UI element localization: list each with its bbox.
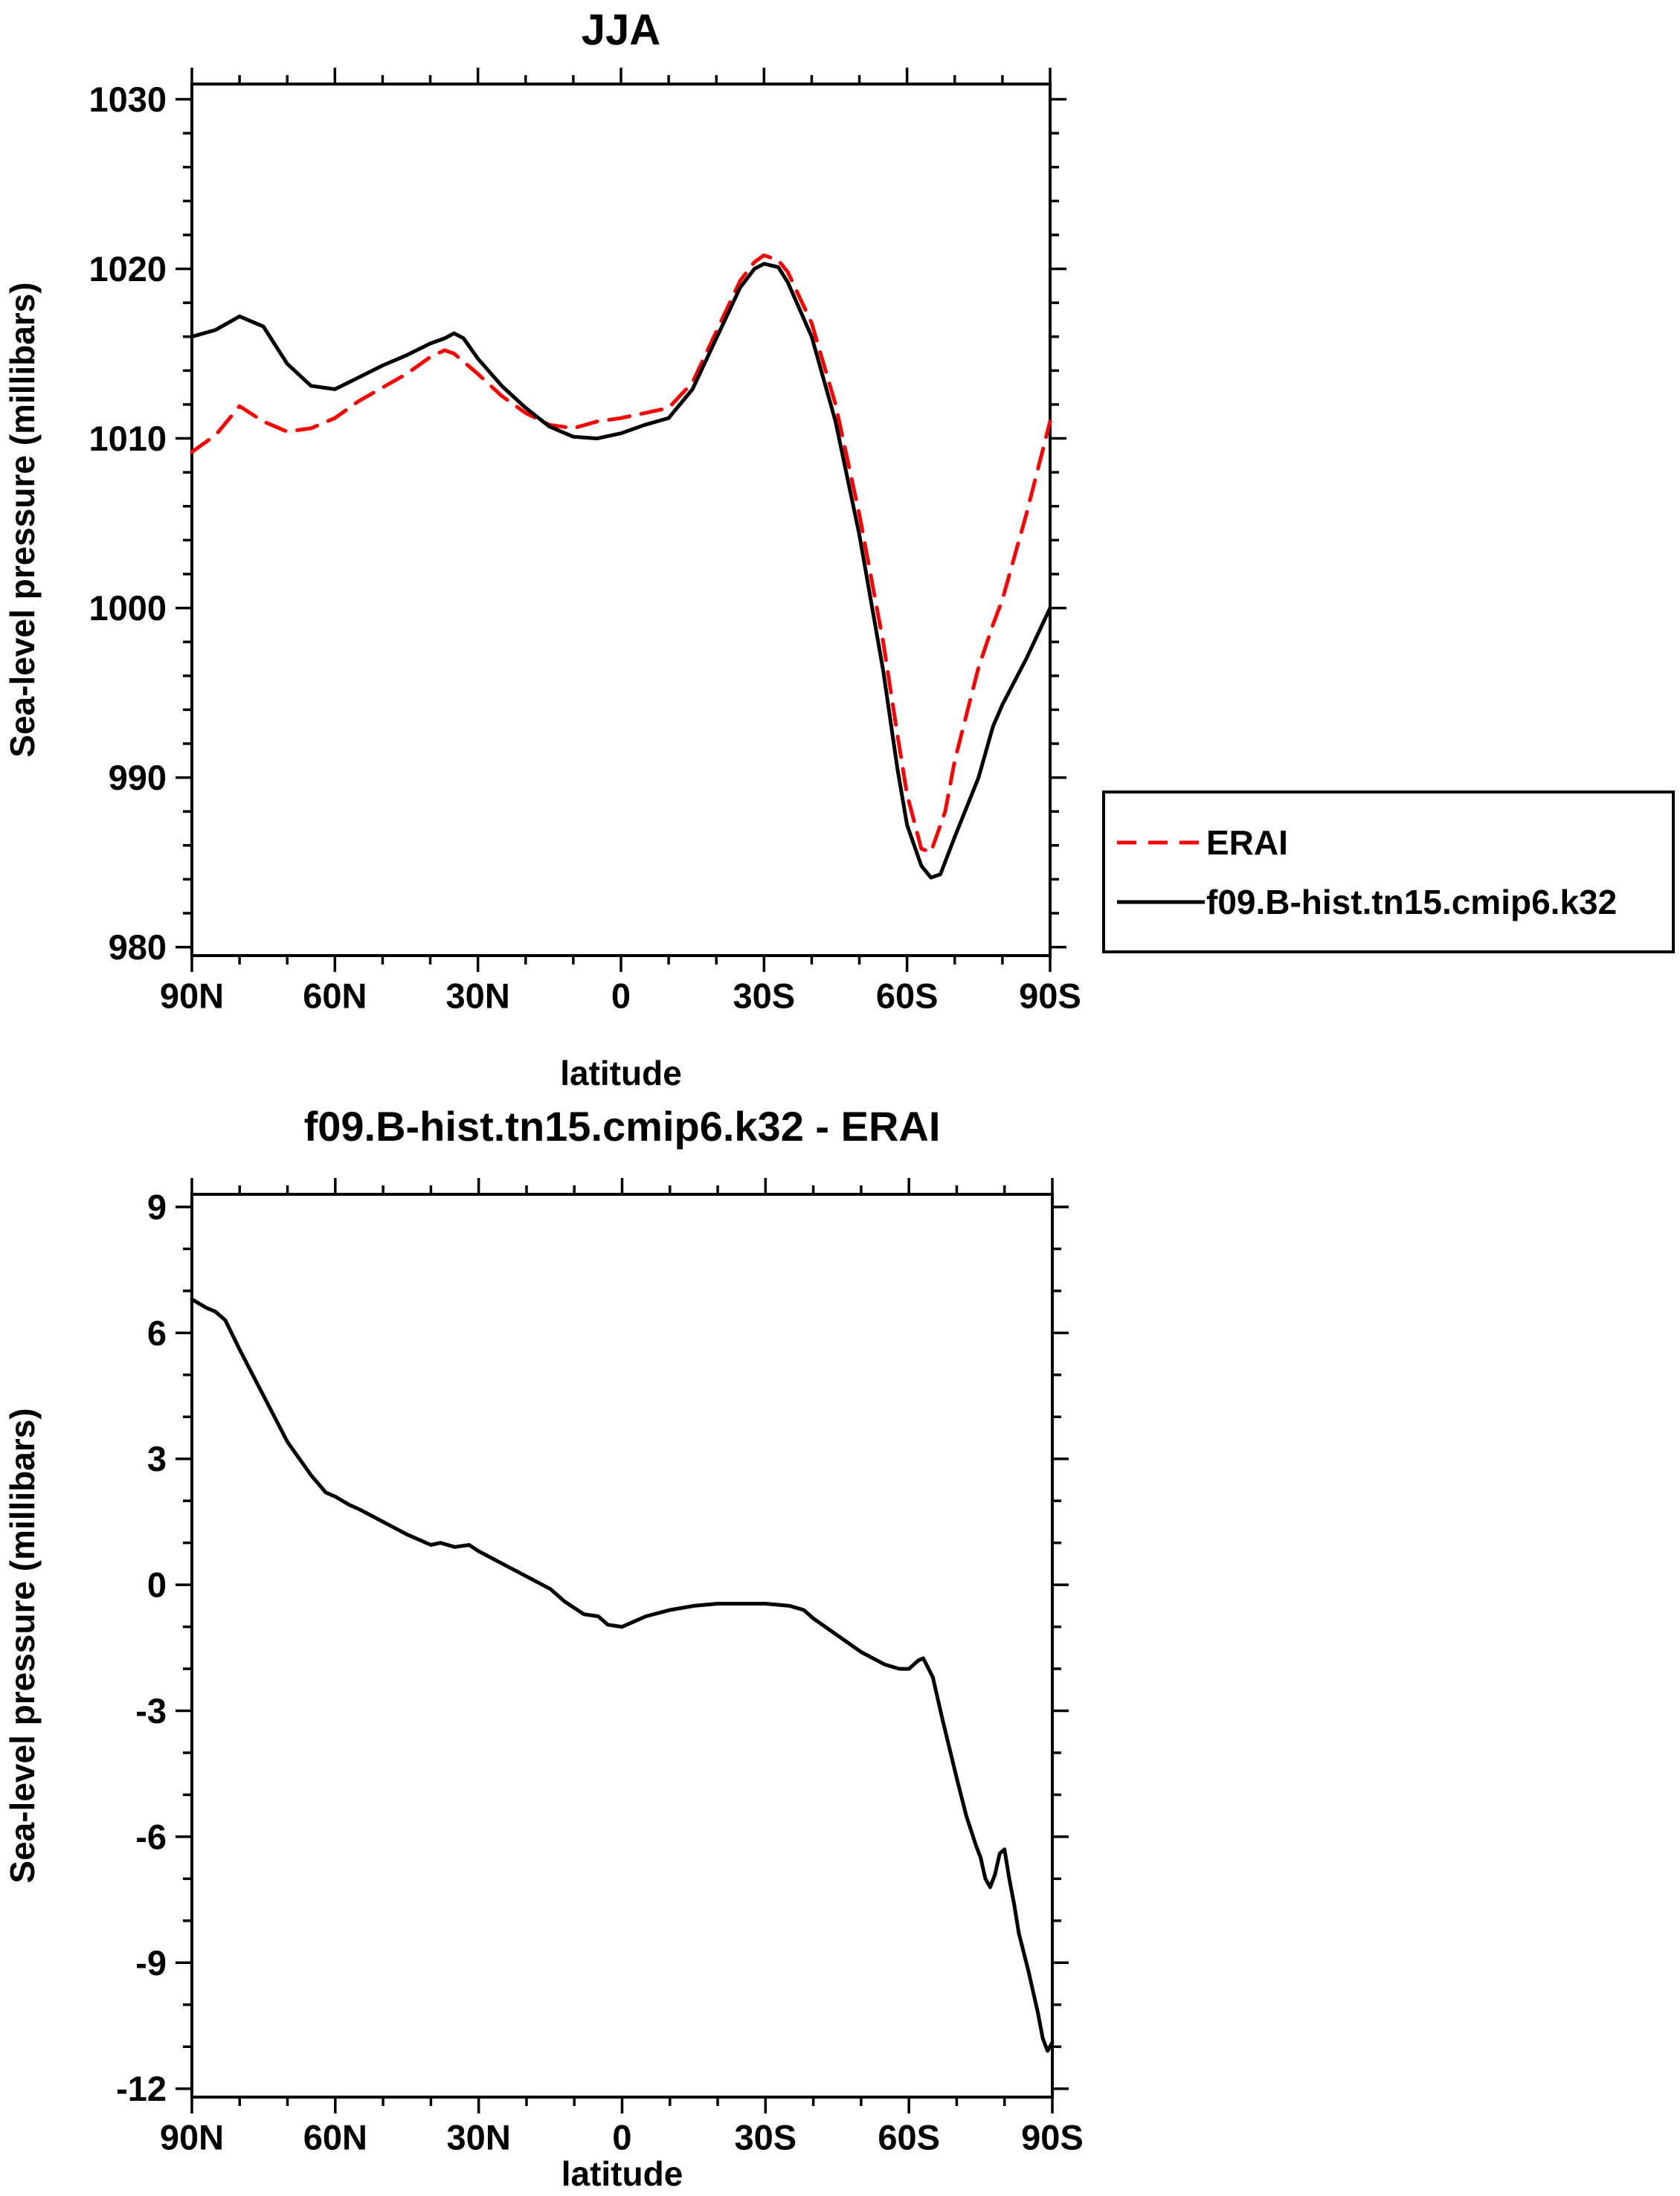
top-chart-ylabel: Sea-level pressure (millibars): [3, 282, 42, 758]
erai-dashed-line-sample: [1117, 840, 1205, 844]
y-tick-label: 1000: [88, 588, 167, 628]
top-chart-xlabel: latitude: [560, 1054, 682, 1092]
legend-label-model: f09.B-hist.tn15.cmip6.k32: [1206, 882, 1618, 921]
y-tick-label: -6: [135, 1817, 167, 1856]
x-tick-label: 90N: [160, 976, 224, 1015]
y-tick-label: 0: [147, 1565, 167, 1605]
diff-axis-frame: [190, 1193, 1054, 2099]
x-tick-label: 30N: [447, 2117, 511, 2157]
top-axis-frame: [190, 83, 1052, 957]
top-chart-title: JJA: [581, 6, 661, 54]
x-tick-label: 60S: [876, 976, 939, 1015]
y-tick-label: 1010: [88, 419, 167, 458]
x-tick-label: 90N: [160, 2117, 224, 2157]
x-tick-label: 90S: [1021, 2117, 1084, 2157]
x-tick-label: 30S: [735, 2117, 797, 2157]
diff-panel: 90N 60N 30N 0 30S 60S 90S -12 -9 -6 -3 0 3 6 9: [116, 1178, 1084, 2157]
y-tick-label: 990: [109, 758, 167, 797]
legend-entry-model: f09.B-hist.tn15.cmip6.k32: [1117, 882, 1672, 922]
f09-b-hist-tn15-cmip6-k32-line: [190, 262, 1052, 880]
erai-line: [190, 253, 1052, 854]
y-tick-label: 1020: [88, 249, 167, 289]
legend-label-erai: ERAI: [1206, 822, 1288, 862]
x-tick-label: 0: [611, 976, 631, 1015]
y-tick-label: 980: [109, 927, 167, 967]
top-panel: 90N 60N 30N 0 30S 60S 90S 980 990 1000 1010 1020 103…: [88, 68, 1081, 1015]
x-tick-label: 60N: [303, 976, 367, 1015]
y-tick-label: -12: [116, 2069, 167, 2108]
legend-entry-erai: ERAI: [1117, 822, 1672, 863]
model-solid-line-sample: [1117, 900, 1205, 904]
x-tick-label: 30N: [446, 976, 510, 1015]
x-tick-label: 30S: [733, 976, 796, 1015]
x-tick-label: 0: [612, 2117, 631, 2157]
x-tick-label: 60N: [303, 2117, 367, 2157]
bottom-chart-title: f09.B-hist.tn15.cmip6.k32 - ERAI: [303, 1103, 941, 1150]
x-tick-label: 90S: [1019, 976, 1081, 1015]
y-tick-label: 3: [147, 1439, 167, 1478]
y-tick-label: -3: [135, 1691, 167, 1730]
x-tick-label: 60S: [878, 2117, 940, 2157]
y-tick-label: 6: [147, 1313, 167, 1353]
y-tick-label: 9: [147, 1187, 167, 1226]
y-tick-label: -9: [135, 1943, 167, 1983]
y-tick-label: 1030: [88, 80, 167, 119]
legend: ERAI f09.B-hist.tn15.cmip6.k32: [1102, 791, 1675, 953]
bottom-chart-xlabel: latitude: [561, 2154, 683, 2193]
bottom-chart-ylabel: Sea-level pressure (millibars): [3, 1408, 42, 1884]
f09-b-hist-tn15-cmip6-k32-minus-erai-line: [190, 1297, 1055, 2053]
